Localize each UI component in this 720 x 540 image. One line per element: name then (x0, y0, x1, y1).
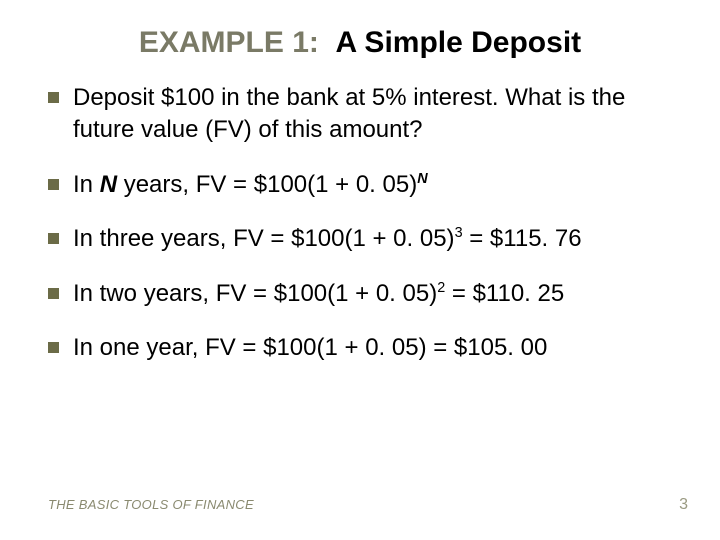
bullet-marker-icon (48, 342, 59, 353)
title-text: A Simple Deposit (336, 26, 582, 59)
bullet-marker-icon (48, 233, 59, 244)
bullet-marker-icon (48, 179, 59, 190)
bullet-text: In two years, FV = $100(1 + 0. 05)2 = $1… (73, 278, 672, 310)
footer-text: THE BASIC TOOLS OF FINANCE (48, 497, 254, 512)
bullets-container: Deposit $100 in the bank at 5% interest.… (48, 82, 672, 364)
bullet-item: Deposit $100 in the bank at 5% interest.… (48, 82, 672, 147)
bullet-marker-icon (48, 92, 59, 103)
bullet-item: In one year, FV = $100(1 + 0. 05) = $105… (48, 332, 672, 364)
bullet-text: In one year, FV = $100(1 + 0. 05) = $105… (73, 332, 672, 364)
bullet-item: In two years, FV = $100(1 + 0. 05)2 = $1… (48, 278, 672, 310)
bullet-item: In three years, FV = $100(1 + 0. 05)3 = … (48, 223, 672, 255)
page-number: 3 (679, 496, 688, 514)
slide: EXAMPLE 1: A Simple Deposit Deposit $100… (0, 0, 720, 540)
bullet-marker-icon (48, 288, 59, 299)
bullet-text: In three years, FV = $100(1 + 0. 05)3 = … (73, 223, 672, 255)
bullet-item: In N years, FV = $100(1 + 0. 05)N (48, 169, 672, 201)
slide-title: EXAMPLE 1: A Simple Deposit (48, 26, 672, 60)
title-label: EXAMPLE 1: (139, 26, 319, 59)
bullet-text: Deposit $100 in the bank at 5% interest.… (73, 82, 672, 147)
bullet-text: In N years, FV = $100(1 + 0. 05)N (73, 169, 672, 201)
